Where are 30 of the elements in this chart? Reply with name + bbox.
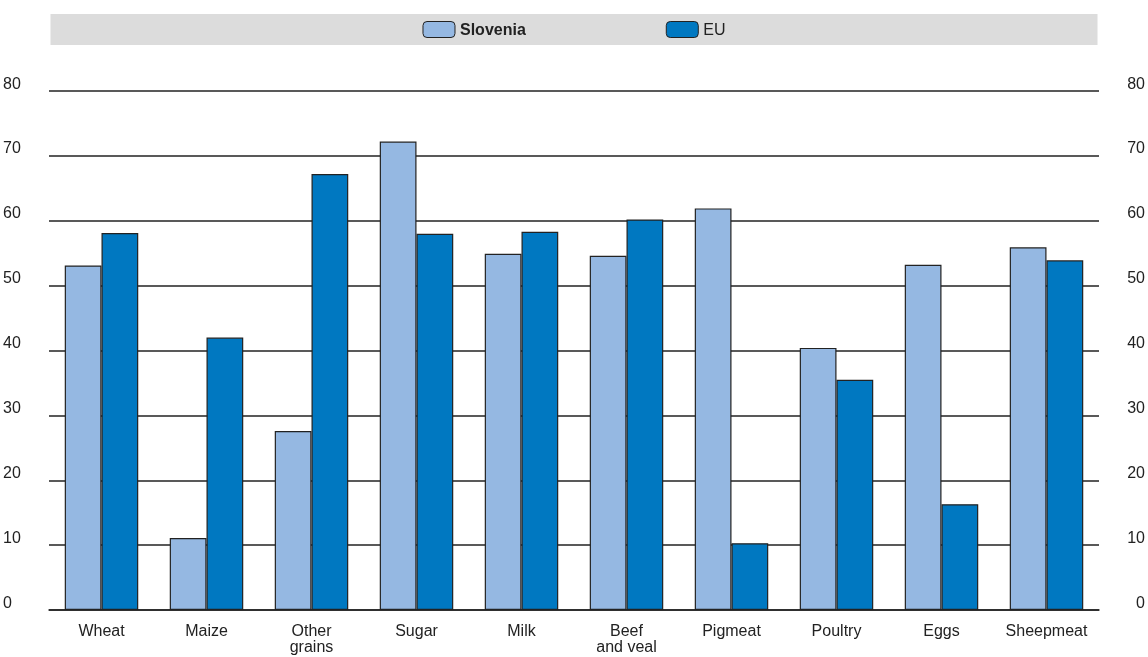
y-tick-label: 10 <box>3 528 21 546</box>
x-tick-label: Milk <box>507 621 537 639</box>
y2-tick-label: 20 <box>1127 463 1146 481</box>
y-tick-label: 70 <box>3 139 21 157</box>
y-tick-label: 50 <box>3 269 21 287</box>
y2-tick-label: 0 <box>1136 593 1146 611</box>
legend-label: Slovenia <box>459 21 526 38</box>
x-tick-label: Beef and veal <box>596 621 657 655</box>
x-tick-label: Eggs <box>923 621 960 639</box>
x-tick-label: Sugar <box>395 621 439 639</box>
legend-label: EU <box>703 21 726 38</box>
y-tick-label: 40 <box>3 334 21 351</box>
y2-tick-label: 70 <box>1127 139 1146 157</box>
x-tick-label: Wheat <box>78 621 126 639</box>
y-tick-label: 20 <box>3 463 21 481</box>
y2-tick-label: 60 <box>1127 204 1146 222</box>
y2-tick-label: 50 <box>1127 269 1146 287</box>
y2-tick-label: 30 <box>1127 398 1146 416</box>
y-tick-label: 60 <box>3 204 21 222</box>
y2-tick-label: 80 <box>1127 74 1146 92</box>
x-tick-label: Maize <box>185 621 228 639</box>
y-tick-label: 30 <box>3 398 21 416</box>
x-tick-label: Sheepmeat <box>1005 621 1088 639</box>
x-tick-label: Other grains <box>289 621 334 655</box>
x-tick-label: Pigmeat <box>702 621 762 639</box>
y-tick-label: 80 <box>3 74 21 92</box>
y2-tick-label: 10 <box>1127 528 1146 546</box>
y-tick-label: 0 <box>3 593 12 611</box>
y2-tick-label: 40 <box>1127 334 1146 351</box>
x-tick-label: Poultry <box>811 621 862 639</box>
